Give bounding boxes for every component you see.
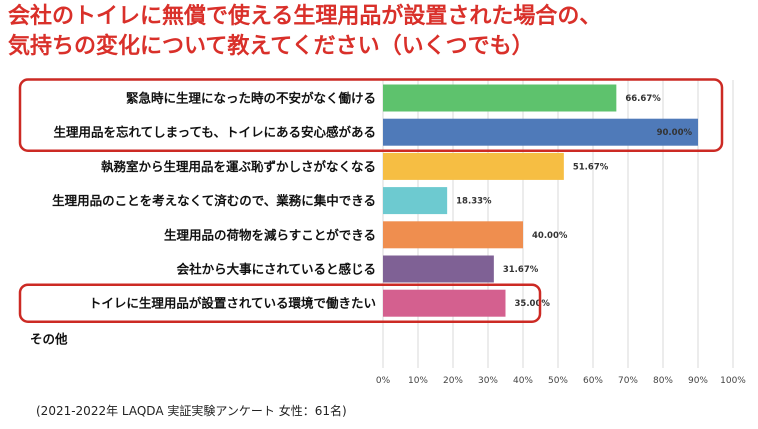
- category-label: 執務室から生理用品を運ぶ恥ずかしさがなくなる: [101, 159, 376, 174]
- x-tick-label: 90%: [688, 376, 708, 386]
- bars: [383, 84, 698, 317]
- category-label: 生理用品の荷物を減らすことができる: [164, 227, 376, 242]
- bar: [383, 221, 523, 249]
- x-axis-ticks: 0% 10% 20% 30% 40% 50% 60% 70% 80% 90% 100%: [376, 376, 746, 386]
- chart-title: 会社のトイレに無償で使える生理用品が設置された場合の、 気持ちの変化について教え…: [8, 2, 748, 62]
- x-tick-label: 80%: [653, 376, 673, 386]
- category-label: トイレに生理用品が設置されている環境で働きたい: [89, 296, 376, 311]
- category-label: 会社から大事にされていると感じる: [177, 262, 376, 277]
- highlight-boxes: [18, 78, 724, 323]
- bar: [383, 289, 506, 317]
- x-tick-label: 40%: [513, 376, 533, 386]
- value-label: 35.00%: [515, 299, 551, 309]
- x-tick-label: 60%: [583, 376, 603, 386]
- value-label: 31.67%: [503, 265, 539, 275]
- bar: [383, 118, 698, 146]
- highlight-box: [18, 283, 542, 323]
- value-label: 90.00%: [657, 128, 693, 138]
- category-label: 緊急時に生理になった時の不安がなく働ける: [126, 91, 376, 106]
- x-tick-label: 20%: [443, 376, 463, 386]
- bar: [383, 84, 617, 112]
- x-tick-label: 0%: [376, 376, 391, 386]
- value-labels: 66.67% 90.00% 51.67% 18.33% 40.00% 31.67% 35.0…: [456, 94, 692, 309]
- highlight-box: [18, 78, 724, 152]
- chart-title-line-2: 気持ちの変化について教えてください（いくつでも）: [8, 34, 534, 59]
- value-label: 18.33%: [456, 197, 492, 207]
- bar: [383, 152, 564, 180]
- bar: [383, 255, 494, 283]
- category-label: その他: [30, 331, 68, 346]
- value-label: 51.67%: [573, 162, 609, 172]
- x-tick-label: 70%: [618, 376, 638, 386]
- value-label: 40.00%: [532, 231, 568, 241]
- category-label: 生理用品を忘れてしまっても、トイレにある安心感がある: [53, 125, 376, 140]
- chart-title-line-1: 会社のトイレに無償で使える生理用品が設置された場合の、: [8, 4, 602, 29]
- footnote: (2021-2022年 LAQDA 実証実験アンケート 女性：61名): [36, 404, 347, 418]
- category-labels: 緊急時に生理になった時の不安がなく働ける生理用品を忘れてしまっても、トイレにある…: [30, 91, 376, 347]
- value-label: 66.67%: [625, 94, 661, 104]
- x-tick-label: 30%: [478, 376, 498, 386]
- x-tick-label: 10%: [408, 376, 428, 386]
- category-label: 生理用品のことを考えなくて済むので、業務に集中できる: [52, 193, 376, 208]
- x-tick-label: 100%: [720, 376, 746, 386]
- bar: [383, 187, 448, 215]
- x-tick-label: 50%: [548, 376, 568, 386]
